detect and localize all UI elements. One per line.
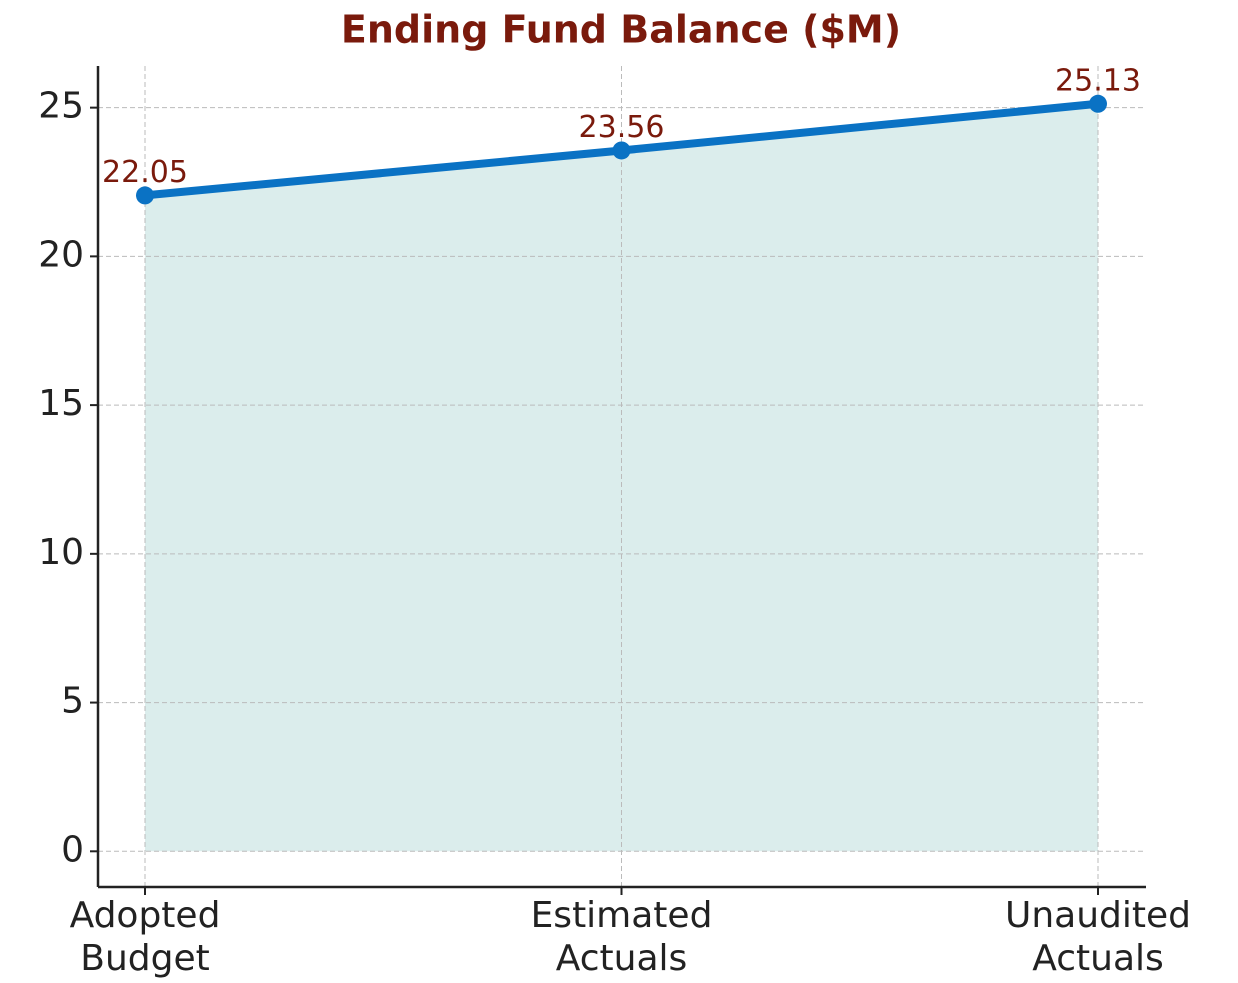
data-label: 23.56: [579, 110, 665, 145]
data-label: 25.13: [1055, 63, 1141, 98]
point: [1089, 94, 1107, 113]
y-tick-label: 20: [38, 234, 84, 275]
point: [612, 141, 631, 160]
y-tick-label: 25: [38, 86, 84, 127]
chart-title: Ending Fund Balance ($M): [341, 8, 901, 52]
x-tick-label: Adopted Budget: [70, 895, 221, 979]
y-tick-label: 5: [61, 681, 84, 722]
x-tick-label: Unaudited Actuals: [1005, 895, 1191, 979]
point: [136, 186, 154, 205]
y-tick-label: 10: [38, 532, 84, 573]
y-tick-label: 0: [61, 829, 84, 870]
y-tick-label: 15: [38, 383, 84, 424]
data-label: 22.05: [102, 155, 188, 190]
x-tick-label: Estimated Actuals: [531, 895, 713, 979]
